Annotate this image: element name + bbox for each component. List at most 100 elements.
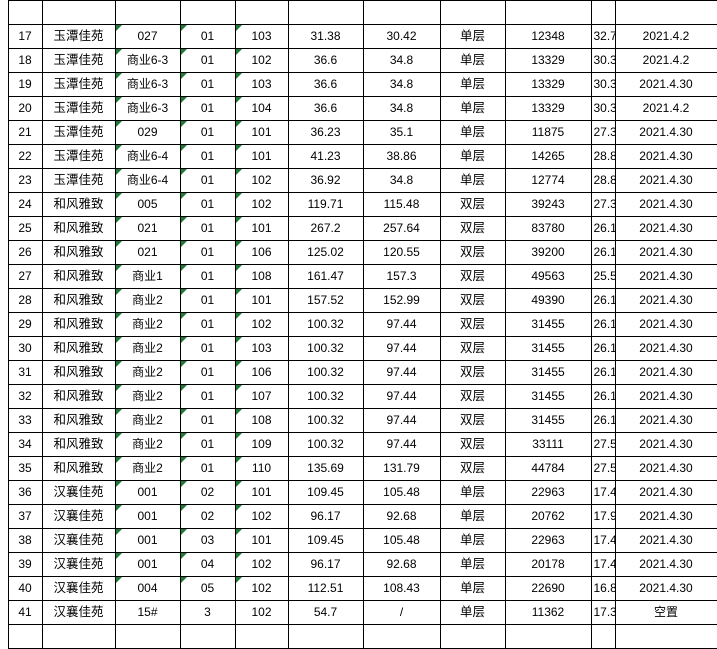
table-cell-area_build[interactable]: 109.45	[287, 528, 364, 553]
table-cell-unit_price[interactable]: 27.32	[590, 192, 616, 217]
table-cell-total[interactable]: 13329	[504, 96, 592, 121]
table-cell-area_inner[interactable]: 108.43	[362, 576, 441, 601]
table-cell-layer[interactable]	[439, 0, 506, 25]
table-row[interactable]: 19 玉潭佳苑 商业6-3 01 103 36.6 34.8 单层 13329 30.35 2021…	[0, 72, 717, 97]
table-cell-layer[interactable]: 双层	[439, 288, 506, 313]
table-cell-project[interactable]: 和风雅致	[41, 192, 116, 217]
table-cell-total[interactable]: 31455	[504, 408, 592, 433]
table-cell-building[interactable]: 001	[114, 504, 181, 529]
table-cell-area_build[interactable]: 36.23	[287, 120, 364, 145]
table-cell-project[interactable]: 和风雅致	[41, 408, 116, 433]
table-cell-seq[interactable]: 25	[7, 216, 43, 241]
table-cell-seq[interactable]: 20	[7, 96, 43, 121]
table-cell-building[interactable]: 商业6-4	[114, 168, 181, 193]
table-cell-unit_price[interactable]: 26.13	[590, 216, 616, 241]
table-cell-total[interactable]: 33111	[504, 432, 592, 457]
table-cell-area_inner[interactable]: 97.44	[362, 408, 441, 433]
table-cell-room[interactable]	[234, 624, 289, 649]
table-cell-layer[interactable]: 双层	[439, 432, 506, 457]
table-cell-unit_price[interactable]: 26.13	[590, 288, 616, 313]
table-cell-layer[interactable]: 双层	[439, 192, 506, 217]
table-cell-unit_price[interactable]: 17.48	[590, 528, 616, 553]
table-row[interactable]: 40 汉襄佳苑 004 05 102 112.51 108.43 单层 22690 16.81 20…	[0, 576, 717, 601]
table-cell-room[interactable]: 103	[234, 24, 289, 49]
table-cell-project[interactable]: 和风雅致	[41, 432, 116, 457]
table-cell-layer[interactable]: 单层	[439, 576, 506, 601]
table-cell-building[interactable]: 001	[114, 528, 181, 553]
table-cell-building[interactable]: 商业2	[114, 408, 181, 433]
table-cell-unit[interactable]: 05	[179, 576, 236, 601]
table-cell-unit_price[interactable]	[590, 0, 616, 25]
table-cell-area_inner[interactable]: 105.48	[362, 528, 441, 553]
table-cell-area_inner[interactable]: 34.8	[362, 48, 441, 73]
table-cell-seq[interactable]: 36	[7, 480, 43, 505]
table-cell-area_inner[interactable]: 34.8	[362, 72, 441, 97]
table-cell-building[interactable]	[114, 0, 181, 25]
table-cell-total[interactable]	[504, 624, 592, 649]
table-cell-unit[interactable]: 01	[179, 432, 236, 457]
table-cell-area_build[interactable]: 109.45	[287, 480, 364, 505]
table-cell-unit[interactable]: 01	[179, 288, 236, 313]
table-cell-date[interactable]	[614, 624, 717, 649]
table-cell-project[interactable]: 玉潭佳苑	[41, 168, 116, 193]
table-cell-room[interactable]: 107	[234, 384, 289, 409]
table-cell-area_inner[interactable]: 105.48	[362, 480, 441, 505]
table-cell-total[interactable]: 12348	[504, 24, 592, 49]
table-cell-unit_price[interactable]: 30.35	[590, 96, 616, 121]
table-cell-area_build[interactable]: 36.92	[287, 168, 364, 193]
table-cell-project[interactable]: 和风雅致	[41, 312, 116, 337]
table-cell-building[interactable]: 商业2	[114, 312, 181, 337]
table-cell-project[interactable]: 玉潭佳苑	[41, 144, 116, 169]
table-cell-date[interactable]: 2021.4.30	[614, 192, 717, 217]
table-cell-area_inner[interactable]: 115.48	[362, 192, 441, 217]
table-cell-unit_price[interactable]: 30.35	[590, 48, 616, 73]
table-cell-unit[interactable]: 01	[179, 216, 236, 241]
table-cell-project[interactable]: 玉潭佳苑	[41, 24, 116, 49]
table-cell-total[interactable]: 14265	[504, 144, 592, 169]
table-cell-area_inner[interactable]: 34.8	[362, 168, 441, 193]
table-cell-project[interactable]: 汉襄佳苑	[41, 600, 116, 625]
table-cell-building[interactable]: 004	[114, 576, 181, 601]
table-cell-area_inner[interactable]: /	[362, 600, 441, 625]
table-row[interactable]: 25 和风雅致 021 01 101 267.2 257.64 双层 83780 26.13 202…	[0, 216, 717, 241]
table-cell-unit_price[interactable]: 26.13	[590, 336, 616, 361]
table-cell-building[interactable]: 商业2	[114, 432, 181, 457]
table-cell-project[interactable]: 和风雅致	[41, 240, 116, 265]
table-cell-project[interactable]: 和风雅致	[41, 456, 116, 481]
table-cell-seq[interactable]: 37	[7, 504, 43, 529]
table-cell-unit_price[interactable]: 26.13	[590, 408, 616, 433]
table-cell-building[interactable]: 001	[114, 552, 181, 577]
table-cell-area_inner[interactable]: 92.68	[362, 552, 441, 577]
table-cell-unit[interactable]	[179, 0, 236, 25]
table-cell-area_inner[interactable]: 97.44	[362, 336, 441, 361]
table-cell-area_inner[interactable]: 38.86	[362, 144, 441, 169]
table-row[interactable]: 30 和风雅致 商业2 01 103 100.32 97.44 双层 31455 26.13 202…	[0, 336, 717, 361]
table-cell-room[interactable]: 108	[234, 408, 289, 433]
table-cell-seq[interactable]: 31	[7, 360, 43, 385]
table-cell-date[interactable]: 2021.4.30	[614, 168, 717, 193]
table-cell-room[interactable]: 101	[234, 144, 289, 169]
table-row[interactable]: 36 汉襄佳苑 001 02 101 109.45 105.48 单层 22963 17.48 20…	[0, 480, 717, 505]
table-cell-area_build[interactable]: 96.17	[287, 552, 364, 577]
table-cell-area_inner[interactable]: 97.44	[362, 432, 441, 457]
table-row[interactable]: 32 和风雅致 商业2 01 107 100.32 97.44 双层 31455 26.13 202…	[0, 384, 717, 409]
table-cell-date[interactable]: 2021.4.30	[614, 408, 717, 433]
table-cell-area_build[interactable]: 36.6	[287, 72, 364, 97]
table-cell-unit[interactable]: 01	[179, 360, 236, 385]
table-cell-unit_price[interactable]: 27.50	[590, 456, 616, 481]
table-cell-total[interactable]: 13329	[504, 72, 592, 97]
table-cell-area_build[interactable]: 112.51	[287, 576, 364, 601]
table-cell-total[interactable]: 49563	[504, 264, 592, 289]
table-cell-building[interactable]: 021	[114, 216, 181, 241]
table-cell-total[interactable]: 31455	[504, 336, 592, 361]
table-row[interactable]: 31 和风雅致 商业2 01 106 100.32 97.44 双层 31455 26.13 202…	[0, 360, 717, 385]
table-row[interactable]: 39 汉襄佳苑 001 04 102 96.17 92.68 单层 20178 17.48 2021…	[0, 552, 717, 577]
table-cell-unit[interactable]: 01	[179, 120, 236, 145]
table-cell-seq[interactable]: 32	[7, 384, 43, 409]
table-cell-total[interactable]: 20762	[504, 504, 592, 529]
table-cell-layer[interactable]: 双层	[439, 312, 506, 337]
table-cell-seq[interactable]: 39	[7, 552, 43, 577]
table-cell-date[interactable]	[614, 0, 717, 25]
table-cell-project[interactable]: 和风雅致	[41, 336, 116, 361]
table-cell-project[interactable]	[41, 624, 116, 649]
